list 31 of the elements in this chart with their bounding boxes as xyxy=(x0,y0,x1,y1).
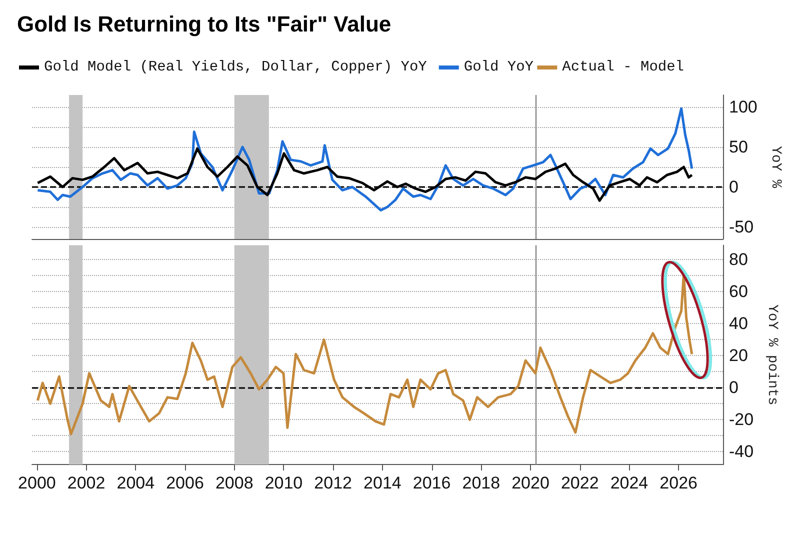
y-tick-label: 40 xyxy=(729,314,748,334)
y-tick-label: -40 xyxy=(729,442,754,462)
y-tick-label: 100 xyxy=(729,98,758,116)
y-tick-label: 20 xyxy=(729,346,748,366)
legend-label: Actual - Model xyxy=(562,60,684,76)
x-tick-label: 2012 xyxy=(314,474,352,492)
y-tick-label: 60 xyxy=(729,282,748,302)
x-tick-label: 2020 xyxy=(512,474,550,492)
x-tick-label: 2006 xyxy=(166,474,204,492)
x-tick-label: 2010 xyxy=(264,474,303,492)
x-tick-label: 2018 xyxy=(462,474,500,492)
y-tick-label: 0 xyxy=(729,378,738,398)
x-tick-label: 2016 xyxy=(412,474,451,492)
y-axis-title: YoY % xyxy=(767,146,784,189)
y-tick-label: 50 xyxy=(729,138,748,156)
x-tick-label: 2014 xyxy=(364,474,402,492)
x-tick-label: 2004 xyxy=(116,474,155,492)
x-tick-label: 2008 xyxy=(215,474,254,492)
x-tick-label: 2002 xyxy=(67,474,106,492)
legend-label: Gold YoY xyxy=(464,60,534,76)
x-tick-label: 2022 xyxy=(560,474,599,492)
y-tick-label: -20 xyxy=(729,410,754,430)
x-tick-label: 2024 xyxy=(610,474,648,492)
y-axis-title: YoY % points xyxy=(764,304,780,406)
y-tick-label: 0 xyxy=(729,178,738,196)
x-tick-label: 2026 xyxy=(660,474,698,492)
legend-label: Gold Model (Real Yields, Dollar, Copper) YoY xyxy=(44,60,428,76)
chart-title: Gold Is Returning to Its "Fair" Value xyxy=(17,12,392,36)
y-tick-label: 80 xyxy=(729,250,748,270)
y-tick-label: -50 xyxy=(729,218,754,236)
x-tick-label: 2000 xyxy=(18,474,56,492)
